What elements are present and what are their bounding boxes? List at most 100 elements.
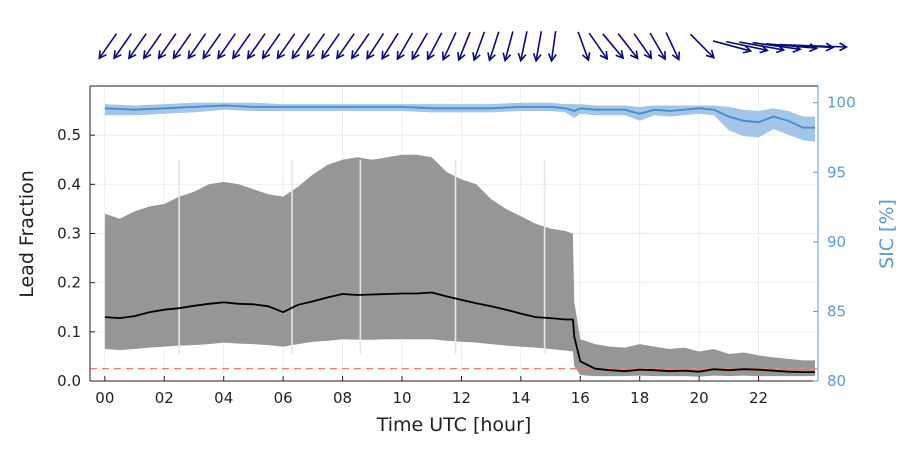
gap-layer — [178, 159, 546, 354]
wind-arrow-head — [629, 50, 639, 60]
wind-arrow — [246, 33, 266, 60]
wind-arrow-head — [532, 52, 542, 63]
wind-arrow-shaft — [473, 31, 486, 61]
wind-arrow — [517, 31, 528, 63]
wind-arrow-head — [581, 52, 591, 62]
y-axis-title: Lead Fraction — [16, 170, 38, 298]
wind-arrow-shaft — [128, 33, 147, 59]
wind-arrow — [426, 32, 443, 61]
wind-arrow-head — [157, 50, 167, 60]
wind-arrow — [350, 33, 370, 60]
wind-arrow-head — [291, 50, 300, 60]
wind-arrow-head — [657, 50, 666, 61]
x-tick-label: 06 — [274, 389, 293, 407]
wind-arrow-shaft — [306, 33, 326, 59]
y2-tick-label: 80 — [827, 372, 846, 390]
wind-arrow — [187, 33, 207, 60]
wind-arrow — [502, 31, 514, 63]
x-tick-label: 18 — [630, 389, 649, 407]
wind-arrow-shaft — [649, 32, 666, 60]
wind-arrow-shaft — [366, 32, 385, 60]
wind-arrow-head — [643, 50, 653, 60]
sic-mean-line — [104, 104, 815, 129]
x-tick-label: 10 — [392, 389, 411, 407]
wind-arrow — [617, 33, 639, 60]
wind-arrow — [712, 40, 753, 54]
wind-arrow-head — [98, 50, 107, 60]
wind-arrow-head — [742, 44, 753, 54]
wind-arrow — [472, 31, 486, 62]
wind-arrow-head — [217, 50, 226, 60]
y-tick-label: 0.3 — [57, 225, 81, 243]
wind-arrow-shaft — [689, 33, 715, 59]
wind-arrow — [396, 32, 414, 61]
x-tick-label: 22 — [749, 389, 768, 407]
wind-arrow — [98, 33, 118, 60]
wind-arrow-shaft — [602, 33, 624, 59]
wind-arrow-head — [187, 50, 196, 60]
y-tick-label: 0.2 — [57, 274, 81, 292]
x-tick-label: 08 — [333, 389, 352, 407]
wind-arrow — [217, 33, 236, 60]
y2-tick-label: 85 — [827, 302, 846, 320]
wind-arrow-head — [142, 50, 152, 60]
wind-arrow-head — [457, 51, 466, 62]
wind-arrow — [633, 33, 653, 60]
y-tick-label: 0.4 — [57, 175, 81, 193]
wind-arrow-head — [381, 50, 390, 61]
wind-arrow-shaft — [535, 31, 543, 61]
wind-arrow — [649, 32, 666, 61]
wind-arrow-shaft — [712, 40, 751, 52]
lead-mean-layer — [104, 291, 815, 373]
x-tick-label: 00 — [95, 389, 114, 407]
wind-arrow — [172, 33, 192, 60]
y-tick-label: 0.0 — [57, 372, 81, 390]
wind-arrow — [547, 31, 557, 63]
wind-arrow-shaft — [752, 41, 801, 51]
wind-arrow — [157, 33, 177, 60]
wind-layer — [98, 31, 849, 63]
wind-arrow — [232, 33, 251, 60]
wind-arrow-head — [705, 49, 715, 59]
wind-arrow-head — [350, 50, 360, 60]
lead-fraction-band — [104, 154, 815, 377]
wind-arrow — [588, 32, 609, 61]
wind-arrow — [261, 33, 281, 60]
wind-arrow — [532, 31, 543, 63]
wind-arrow — [665, 32, 681, 62]
wind-arrow-shaft — [726, 40, 768, 52]
wind-arrow-head — [615, 50, 625, 60]
y2-tick-label: 90 — [827, 233, 846, 251]
wind-arrow-head — [366, 50, 375, 60]
wind-arrow-shaft — [232, 33, 251, 59]
wind-arrow-head — [396, 50, 405, 61]
wind-arrow — [113, 33, 132, 60]
wind-arrow-head — [839, 42, 849, 52]
wind-arrow-shaft — [381, 32, 399, 60]
wind-arrow-shaft — [739, 41, 784, 51]
wind-arrow-shaft — [187, 33, 207, 59]
wind-arrow-head — [336, 50, 345, 60]
y2-axis-title: SIC [%] — [876, 199, 898, 269]
wind-arrow-shaft — [98, 33, 118, 59]
x-tick-label: 16 — [571, 389, 590, 407]
wind-arrow-head — [128, 50, 137, 60]
y2-tick-label: 100 — [827, 94, 856, 112]
wind-arrow-shaft — [577, 31, 590, 61]
wind-arrow-shaft — [426, 32, 443, 60]
wind-arrow-head — [113, 50, 122, 60]
wind-arrow-head — [825, 42, 835, 52]
sic-layer — [104, 102, 815, 142]
wind-arrow-head — [276, 50, 286, 60]
wind-arrow-shaft — [458, 31, 471, 61]
wind-arrow-shaft — [336, 33, 355, 59]
wind-arrow-shaft — [617, 33, 639, 59]
wind-arrow — [577, 31, 591, 62]
wind-arrow-head — [517, 52, 527, 63]
wind-arrow — [602, 33, 625, 60]
wind-arrow-shaft — [588, 32, 608, 60]
wind-arrow-head — [306, 50, 315, 60]
wind-arrow-shaft — [442, 32, 457, 60]
wind-arrow-shaft — [276, 33, 296, 59]
